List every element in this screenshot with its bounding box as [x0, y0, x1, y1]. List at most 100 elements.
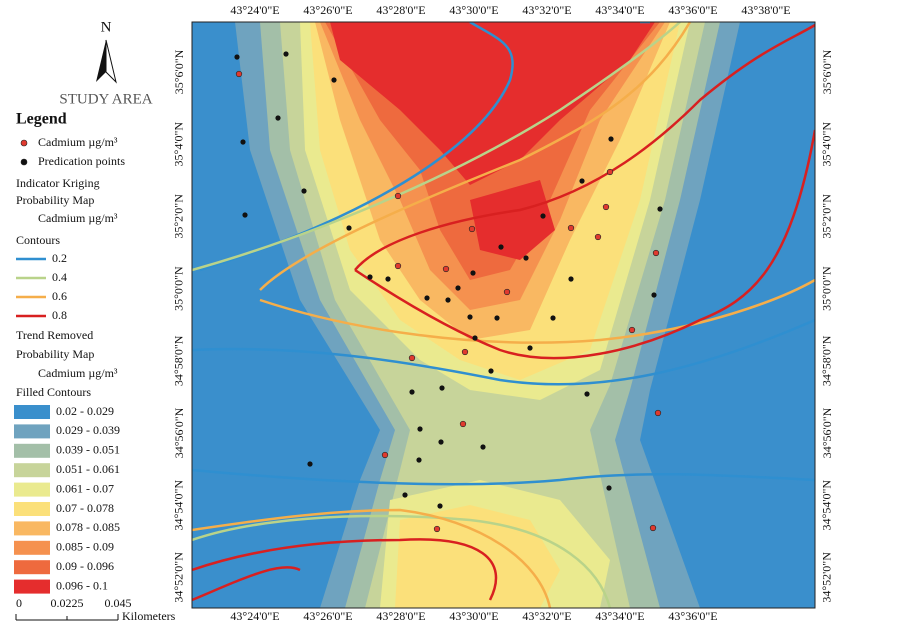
- legend-swatch: [14, 540, 50, 555]
- legend-label: 0.2: [52, 251, 67, 265]
- legend-label: 0.061 - 0.07: [56, 481, 114, 495]
- cadmium-point: [503, 288, 511, 296]
- left-coordinate: 35°6'0"N: [172, 49, 186, 94]
- prediction-point: [527, 345, 533, 351]
- prediction-point: [470, 270, 476, 276]
- bottom-coordinate: 43°26'0"E: [303, 609, 352, 623]
- cadmium-point: [408, 354, 416, 362]
- top-coordinate: 43°34'0"E: [595, 3, 644, 17]
- top-coordinate: 43°26'0"E: [303, 3, 352, 17]
- prediction-point: [385, 276, 391, 282]
- right-coordinate: 34°54'0"N: [820, 480, 834, 531]
- right-coordinate: 34°58'0"N: [820, 335, 834, 386]
- prediction-point: [234, 54, 240, 60]
- prediction-point: [367, 274, 373, 280]
- left-coordinate: 35°0'0"N: [172, 266, 186, 311]
- legend-swatch: [14, 463, 50, 478]
- bottom-coordinate: 43°24'0"E: [230, 609, 279, 623]
- cadmium-point: [394, 262, 402, 270]
- legend-label: 0.078 - 0.085: [56, 520, 120, 534]
- legend-swatch: [14, 579, 50, 594]
- prediction-point: [439, 385, 445, 391]
- cadmium-point: [394, 192, 402, 200]
- prediction-point: [608, 136, 614, 142]
- cadmium-point: [606, 168, 614, 176]
- prediction-point: [417, 426, 423, 432]
- prediction-point: [494, 315, 500, 321]
- bottom-coordinate: 43°30'0"E: [449, 609, 498, 623]
- cadmium-point: [235, 70, 243, 78]
- prediction-point: [467, 314, 473, 320]
- map-area: [192, 22, 815, 608]
- top-coordinate: 43°28'0"E: [376, 3, 425, 17]
- legend-label: 0.096 - 0.1: [56, 578, 108, 592]
- right-coordinate: 35°2'0"N: [820, 194, 834, 239]
- left-coordinate: 34°58'0"N: [172, 335, 186, 386]
- right-coordinate: 34°56'0"N: [820, 407, 834, 458]
- cadmium-point: [381, 451, 389, 459]
- legend-heading: Trend Removed: [16, 328, 93, 342]
- prediction-point: [523, 255, 529, 261]
- prediction-point: [409, 389, 415, 395]
- top-coordinate: 43°36'0"E: [668, 3, 717, 17]
- scale-unit: Kilometers: [122, 609, 176, 623]
- right-coordinate: 35°6'0"N: [820, 49, 834, 94]
- prediction-point: [437, 503, 443, 509]
- prediction-point: [480, 444, 486, 450]
- legend-symbol: [20, 139, 28, 147]
- prediction-point: [498, 244, 504, 250]
- prediction-point: [424, 295, 430, 301]
- legend-label: 0.039 - 0.051: [56, 443, 120, 457]
- cadmium-point: [594, 233, 602, 241]
- prediction-point: [472, 335, 478, 341]
- legend-label: 0.085 - 0.09: [56, 540, 114, 554]
- legend-swatch: [14, 502, 50, 516]
- cadmium-point: [468, 225, 476, 233]
- prediction-point: [283, 51, 289, 57]
- legend-symbol: [20, 158, 28, 166]
- legend-title: Legend: [16, 111, 67, 128]
- legend-label: 0.02 - 0.029: [56, 404, 114, 418]
- sample-points: [234, 51, 663, 533]
- prediction-point: [606, 485, 612, 491]
- scale-tick-label: 0: [16, 596, 22, 610]
- prediction-point: [579, 178, 585, 184]
- prediction-point: [657, 206, 663, 212]
- legend-heading: Contours: [16, 233, 60, 247]
- prediction-point: [445, 297, 451, 303]
- top-coordinate: 43°32'0"E: [522, 3, 571, 17]
- legend-label: Predication points: [38, 154, 125, 168]
- cadmium-point: [602, 203, 610, 211]
- legend: Cadmium µg/m³ Predication points Indicator…: [14, 135, 125, 594]
- legend-label: 0.07 - 0.078: [56, 501, 114, 515]
- left-coordinate: 34°56'0"N: [172, 407, 186, 458]
- legend-swatch: [14, 482, 50, 497]
- prediction-point: [438, 439, 444, 445]
- prediction-point: [584, 391, 590, 397]
- legend-swatch: [14, 405, 50, 419]
- top-coordinate: 43°38'0"E: [741, 3, 790, 17]
- bottom-coordinate: 43°28'0"E: [376, 609, 425, 623]
- bottom-coordinate: 43°36'0"E: [668, 609, 717, 623]
- legend-unit: Cadmium µg/m³: [38, 211, 118, 225]
- cadmium-point: [649, 524, 657, 532]
- cadmium-point: [442, 265, 450, 273]
- prediction-point: [240, 139, 246, 145]
- legend-heading: Probability Map: [16, 193, 94, 207]
- legend-label: Cadmium µg/m³: [38, 135, 118, 149]
- cadmium-point: [461, 348, 469, 356]
- legend-swatch: [14, 424, 50, 439]
- cadmium-point: [567, 224, 575, 232]
- legend-swatch: [14, 521, 50, 536]
- top-coordinate: 43°30'0"E: [449, 3, 498, 17]
- bottom-coordinate: 43°34'0"E: [595, 609, 644, 623]
- legend-heading: Filled Contours: [16, 385, 91, 399]
- left-coordinate: 34°54'0"N: [172, 480, 186, 531]
- prediction-point: [402, 492, 408, 498]
- prediction-point: [346, 225, 352, 231]
- north-label: N: [101, 19, 112, 35]
- legend-label: 0.029 - 0.039: [56, 423, 120, 437]
- cadmium-point: [459, 420, 467, 428]
